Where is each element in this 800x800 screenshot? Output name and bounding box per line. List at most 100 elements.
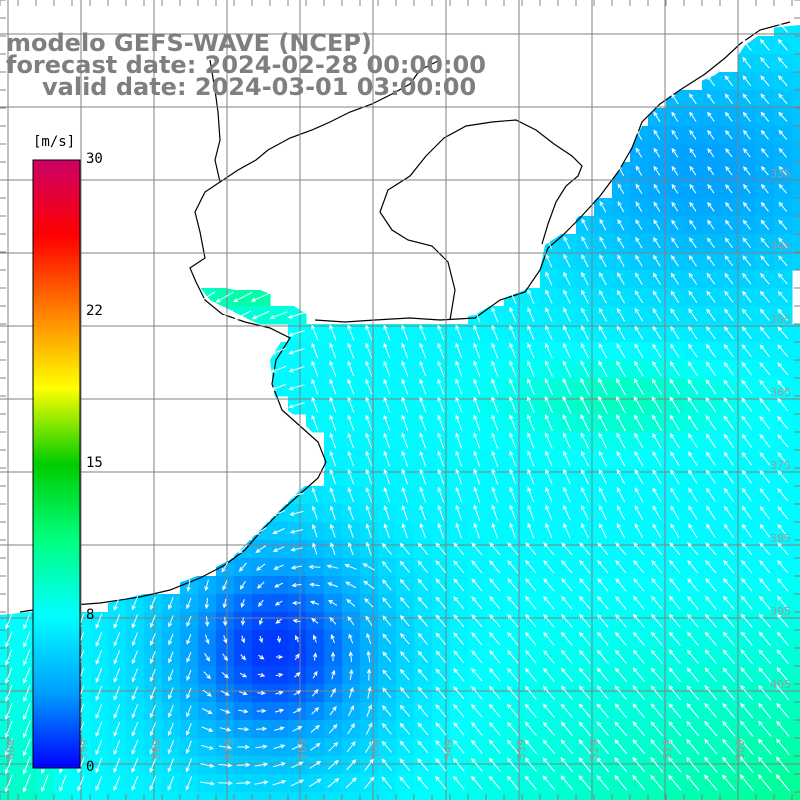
wind-arrow [652, 469, 662, 485]
colorbar-tick-label: 22 [86, 303, 103, 319]
wind-arrow [632, 774, 646, 791]
wind-arrow [759, 344, 771, 358]
wind-arrow [233, 310, 252, 320]
wind-arrow [687, 396, 699, 413]
wind-arrow [777, 505, 789, 520]
wind-arrow [149, 722, 156, 737]
wind-arrow [437, 360, 445, 377]
wind-arrow [724, 75, 734, 87]
wind-arrow [759, 523, 771, 538]
colorbar-tick-label: 30 [86, 151, 103, 167]
wind-arrow [471, 632, 483, 646]
wind-arrow [347, 541, 354, 556]
wind-arrow [435, 614, 447, 628]
wind-arrow [218, 780, 233, 786]
wind-arrow [707, 165, 715, 176]
wind-arrow [113, 596, 121, 611]
wind-arrow [760, 129, 769, 140]
wind-arrow [598, 395, 608, 414]
wind-arrow [759, 308, 770, 321]
wind-arrow [614, 774, 628, 791]
wind-arrow [581, 271, 589, 286]
wind-arrow [149, 614, 156, 629]
wind-arrow [580, 432, 590, 449]
wind-arrow [311, 396, 319, 413]
wind-arrow [739, 756, 754, 774]
wind-arrow [652, 487, 662, 503]
wind-arrow [759, 38, 770, 51]
wind-arrow [167, 722, 174, 737]
wind-arrow [5, 613, 13, 630]
wind-arrow [722, 720, 736, 737]
wind-arrow [168, 669, 174, 682]
wind-arrow [704, 631, 717, 646]
wind-arrow [651, 577, 663, 592]
wind-arrow [650, 649, 663, 664]
wind-arrow [329, 487, 336, 503]
wind-arrow [491, 486, 499, 503]
wind-arrow [383, 396, 391, 413]
wind-arrow [347, 723, 355, 735]
wind-arrow [113, 757, 121, 774]
wind-speed-cell [792, 90, 800, 109]
wind-arrow [670, 325, 680, 340]
wind-arrow [598, 504, 607, 521]
wind-speed-cell [792, 702, 800, 721]
wind-arrow [347, 486, 354, 503]
wind-arrow [275, 690, 284, 696]
wind-arrow [489, 542, 501, 556]
wind-arrow [635, 236, 643, 249]
wind-arrow [23, 702, 31, 721]
wind-speed-cell [792, 720, 800, 739]
wind-speed-cell [792, 360, 800, 379]
wind-arrow [724, 255, 734, 267]
wind-arrow [526, 395, 535, 414]
wind-speed-cell [288, 792, 307, 800]
wind-arrow [778, 75, 788, 87]
wind-arrow [22, 738, 31, 757]
colorbar-unit: [m/s] [33, 134, 76, 150]
wind-arrow [616, 450, 626, 467]
wind-arrow [509, 396, 517, 414]
wind-arrow [527, 414, 535, 431]
wind-arrow [383, 324, 391, 341]
wind-arrow [346, 598, 356, 607]
wind-arrow [470, 739, 483, 754]
wind-arrow [291, 582, 302, 588]
wind-arrow [741, 451, 753, 466]
wind-arrow [274, 708, 285, 713]
wind-arrow [382, 687, 392, 699]
wind-arrow [670, 272, 680, 285]
wind-arrow [562, 360, 572, 377]
wind-arrow [381, 740, 392, 753]
wind-arrow [288, 384, 305, 391]
wind-arrow [95, 739, 103, 756]
wind-arrow [455, 324, 463, 341]
wind-arrow [292, 708, 302, 714]
wind-arrow [723, 361, 735, 376]
wind-arrow [598, 325, 608, 340]
wind-arrow [507, 631, 519, 646]
wind-arrow [542, 685, 555, 700]
wind-arrow [329, 342, 337, 359]
wind-arrow [686, 649, 699, 665]
wind-arrow [725, 165, 733, 176]
wind-arrow [330, 542, 336, 555]
wind-arrow [651, 560, 663, 574]
wind-arrow [671, 111, 679, 122]
wind-arrow [399, 776, 411, 790]
latitude-label: 375 [770, 459, 791, 472]
wind-arrow [687, 361, 699, 377]
wind-arrow [758, 667, 772, 683]
wind-arrow [614, 703, 627, 719]
wind-arrow [509, 289, 517, 305]
wind-arrow [616, 343, 626, 359]
forecast-date: forecast date: 2024-02-28 00:00:00 [6, 51, 486, 79]
wind-arrow [651, 414, 663, 431]
wind-arrow [489, 685, 501, 700]
wind-arrow [308, 778, 322, 788]
wind-arrow [327, 777, 340, 788]
wind-arrow [651, 396, 663, 414]
wind-arrow [686, 685, 700, 701]
wind-arrow [506, 775, 519, 791]
